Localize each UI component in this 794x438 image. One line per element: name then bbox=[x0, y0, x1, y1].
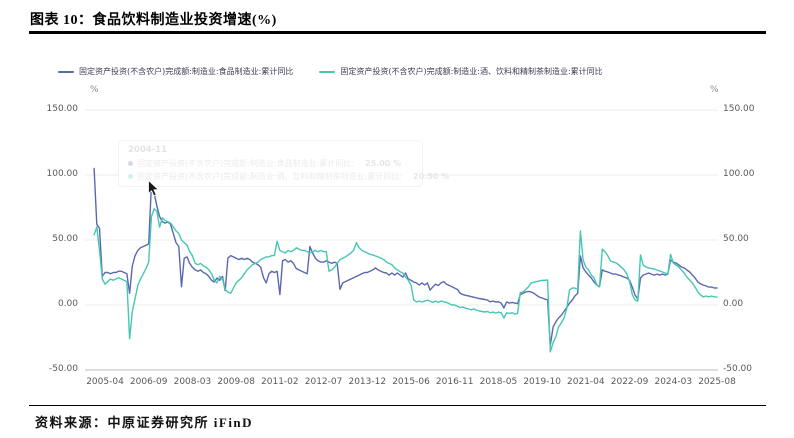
y-tick-label-right: 150.00 bbox=[723, 104, 755, 114]
y-tick-label-left: 100.00 bbox=[46, 169, 79, 179]
legend-label: 固定资产投资(不含农户)完成额:制造业:食品制造业:累计同比 bbox=[79, 67, 294, 76]
x-tick-label: 2022-09 bbox=[610, 377, 649, 387]
legend-label: 固定资产投资(不含农户)完成额:制造业:酒、饮料和精制茶制造业:累计同比 bbox=[340, 67, 603, 76]
x-tick-label: 2025-08 bbox=[698, 377, 736, 387]
x-tick-label: 2024-03 bbox=[654, 377, 693, 387]
x-tick-label: 2018-05 bbox=[479, 377, 518, 387]
x-tick-label: 2008-03 bbox=[173, 377, 212, 387]
chart-legend: 固定资产投资(不含农户)完成额:制造业:食品制造业:累计同比 固定资产投资(不含农… bbox=[58, 66, 603, 77]
x-tick-label: 2019-10 bbox=[523, 377, 561, 387]
x-tick-label: 2009-08 bbox=[217, 377, 255, 387]
y-tick-label-left: -50.00 bbox=[48, 364, 78, 374]
y-axis-unit-left: % bbox=[90, 85, 99, 95]
figure-title: 图表 10：食品饮料制造业投资增速(%) bbox=[30, 13, 277, 28]
y-tick-label-left: 50.00 bbox=[52, 234, 78, 244]
source-line: 资料来源：中原证券研究所 iFinD bbox=[35, 412, 735, 431]
legend-line-marker bbox=[58, 70, 74, 73]
x-tick-label: 2011-02 bbox=[261, 377, 299, 387]
x-tick-label: 2005-04 bbox=[86, 377, 124, 387]
y-axis-unit-right: % bbox=[710, 85, 719, 95]
mouse-cursor-icon bbox=[148, 180, 160, 197]
x-tick-label: 2015-06 bbox=[392, 377, 430, 387]
x-tick-label: 2021-04 bbox=[567, 377, 605, 387]
x-tick-label: 2013-12 bbox=[348, 377, 387, 387]
y-tick-label-right: 50.00 bbox=[723, 234, 749, 244]
source-text: 中原证券研究所 iFinD bbox=[107, 415, 254, 430]
legend-line-marker bbox=[319, 70, 336, 73]
y-tick-label-left: 150.00 bbox=[46, 104, 79, 114]
y-tick-label-right: -50.00 bbox=[723, 364, 753, 374]
series-line-2[interactable] bbox=[93, 208, 718, 353]
x-tick-label: 2012-07 bbox=[304, 377, 343, 387]
footer-divider-rule bbox=[29, 405, 766, 406]
legend-item-1[interactable]: 固定资产投资(不含农户)完成额:制造业:食品制造业:累计同比 bbox=[58, 66, 293, 77]
x-tick-label: 2006-09 bbox=[129, 377, 168, 387]
y-tick-label-right: 0.00 bbox=[723, 299, 744, 309]
x-tick-label: 2016-11 bbox=[435, 377, 474, 387]
legend-item-2[interactable]: 固定资产投资(不含农户)完成额:制造业:酒、饮料和精制茶制造业:累计同比 bbox=[319, 66, 603, 77]
series-line-1[interactable] bbox=[93, 167, 718, 346]
y-tick-label-right: 100.00 bbox=[723, 169, 755, 179]
source-label: 资料来源： bbox=[35, 415, 108, 430]
y-tick-label-left: 0.00 bbox=[57, 299, 78, 309]
title-divider-rule bbox=[29, 31, 766, 34]
